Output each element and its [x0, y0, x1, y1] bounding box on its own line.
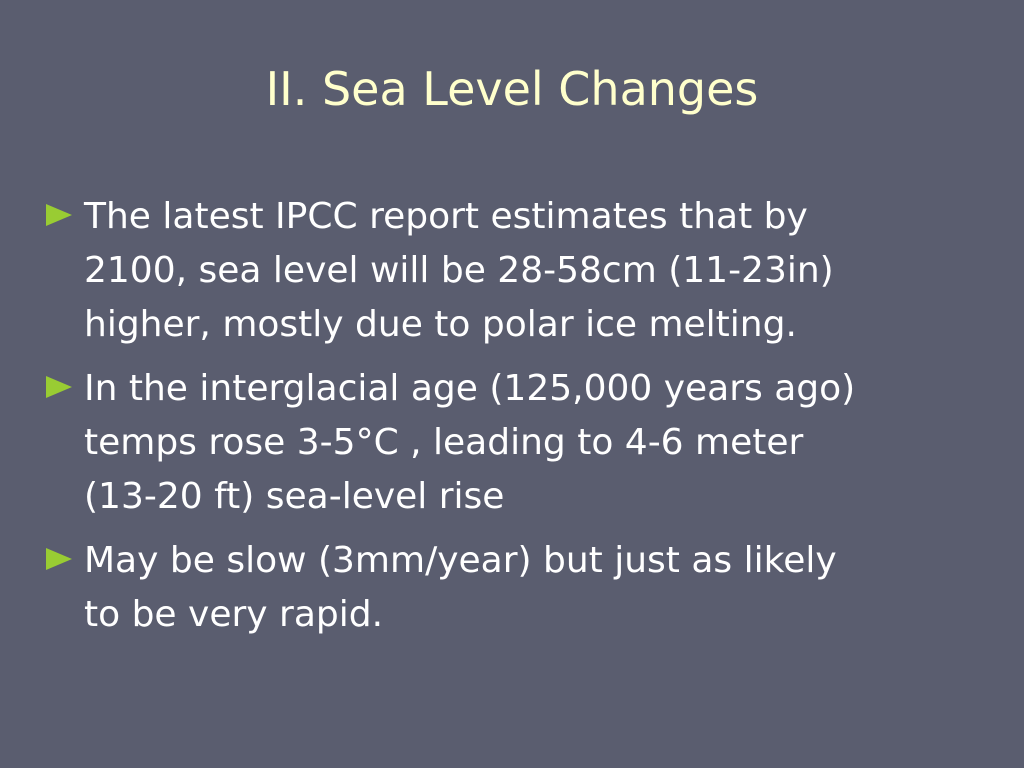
- bullet-text: 2100, sea level will be 28-58cm (11-23in…: [84, 250, 834, 291]
- bullet-text: May be slow (3mm/year) but just as likel…: [84, 540, 837, 581]
- bullet-arrow: [46, 376, 72, 398]
- bullet-text: higher, mostly due to polar ice melting.: [84, 304, 797, 345]
- bullet-list: The latest IPCC report estimates that by…: [46, 190, 1006, 652]
- bullet: The latest IPCC report estimates that by…: [46, 190, 1006, 352]
- bullet: In the interglacial age (125,000 years a…: [46, 362, 1006, 524]
- bullet: May be slow (3mm/year) but just as likel…: [46, 534, 1006, 642]
- bullet-arrow: [46, 204, 72, 226]
- bullet-arrow: [46, 548, 72, 570]
- bullet-text: The latest IPCC report estimates that by: [84, 196, 808, 237]
- slide-title: II. Sea Level Changes: [265, 62, 759, 116]
- bullet-text: (13-20 ft) sea-level rise: [84, 476, 505, 517]
- bullet-text: to be very rapid.: [84, 594, 384, 635]
- bullet-text: In the interglacial age (125,000 years a…: [84, 368, 856, 409]
- bullet-text: temps rose 3-5°C , leading to 4-6 meter: [84, 422, 804, 463]
